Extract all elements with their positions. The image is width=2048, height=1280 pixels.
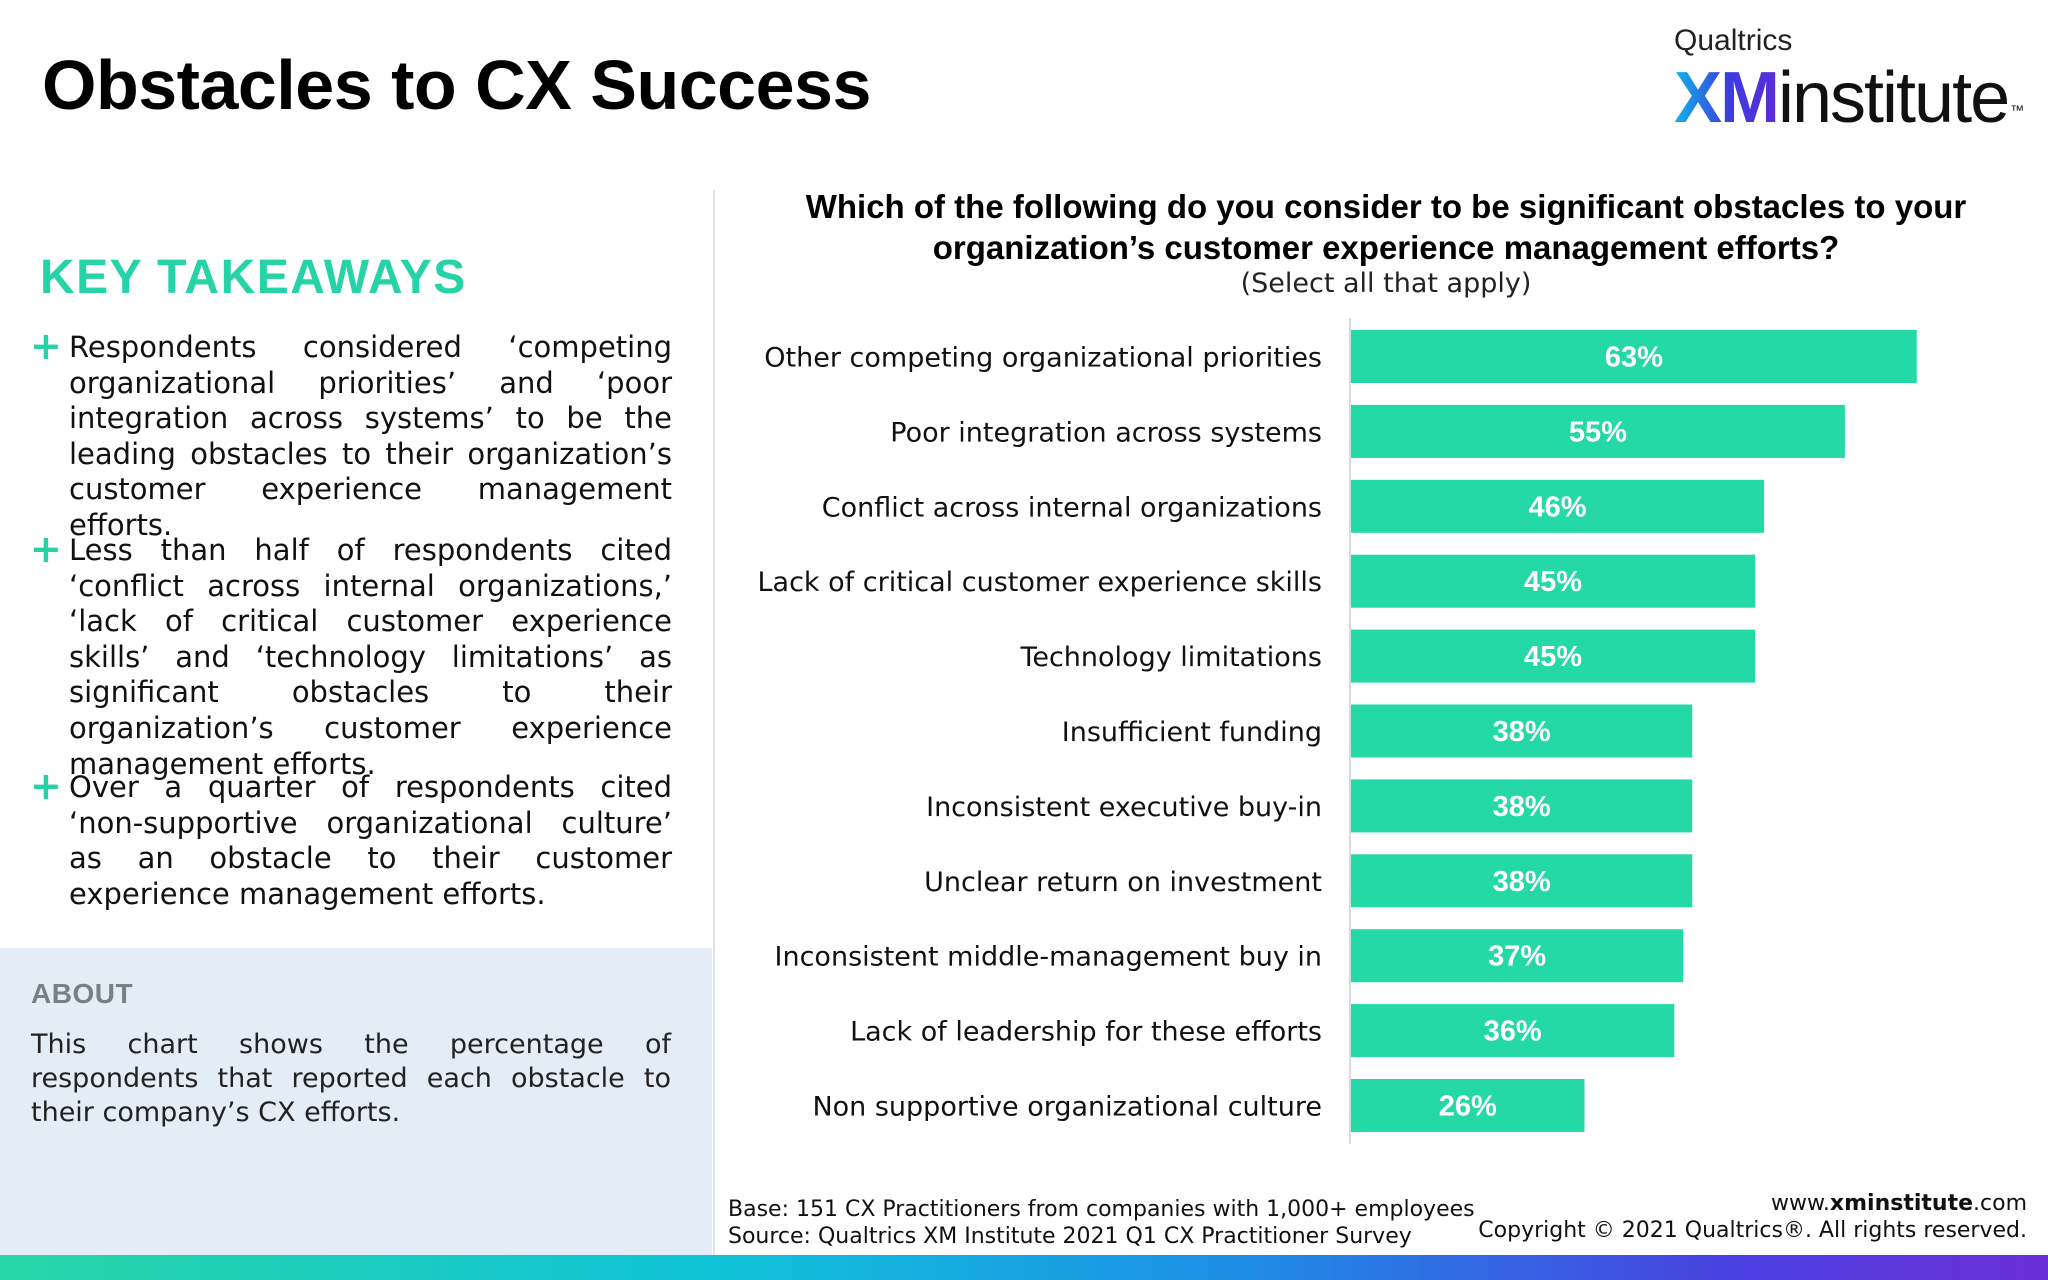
base-note: Base: 151 CX Practitioners from companie…: [728, 1197, 1475, 1222]
category-label: Lack of leadership for these efforts: [850, 1017, 1322, 1048]
bar: [1351, 854, 1693, 908]
category-label: Lack of critical customer experience ski…: [758, 567, 1323, 598]
data-label: 55%: [1569, 416, 1627, 448]
bar-row: Unclear return on investment 38%: [924, 854, 1693, 908]
about-title: ABOUT: [31, 978, 134, 1009]
key-takeaways-heading: KEY TAKEAWAYS: [40, 251, 467, 304]
logo-xm-text: XM: [1674, 58, 1780, 138]
logo-wordmark: XMinstitute ™: [1674, 58, 2024, 138]
takeaway-text: Respondents considered ‘competing organi…: [69, 330, 672, 542]
category-label: Unclear return on investment: [924, 867, 1322, 898]
bar: [1351, 330, 1917, 383]
bar-row: Poor integration across systems 55%: [890, 404, 1845, 458]
takeaway-text: Less than half of respondents cited ‘con…: [69, 533, 672, 781]
bar-row: Technology limitations 45%: [1019, 629, 1756, 683]
logo-institute-text: institute: [1778, 58, 2010, 138]
about-box: ABOUT This chart shows the percentage of…: [0, 948, 712, 1255]
takeaway-text: Over a quarter of respondents cited ‘non…: [69, 770, 672, 911]
copyright-text: Copyright © 2021 Qualtrics®. All rights …: [1478, 1218, 2027, 1243]
website-prefix: www.: [1770, 1191, 1830, 1216]
category-label: Inconsistent middle-management buy in: [775, 942, 1322, 973]
obstacles-bar-chart: Other competing organizational prioritie…: [758, 318, 1917, 1144]
bar-row: Lack of leadership for these efforts 36%: [850, 1004, 1675, 1058]
bar: [1351, 704, 1693, 758]
chart-question-subtitle: (Select all that apply): [1240, 268, 1532, 299]
website-name: xminstitute: [1829, 1191, 1974, 1216]
plus-icon: +: [30, 324, 62, 368]
bar: [1351, 629, 1756, 683]
bar-row: Inconsistent executive buy-in 38%: [926, 779, 1693, 833]
bar: [1351, 929, 1684, 983]
data-label: 46%: [1529, 491, 1587, 523]
plus-icon: +: [30, 527, 62, 571]
logo-trademark: ™: [2010, 102, 2024, 118]
chart-footnote: Base: 151 CX Practitioners from companie…: [728, 1196, 1475, 1250]
category-label: Technology limitations: [1019, 642, 1322, 673]
about-text: This chart shows the percentage of respo…: [31, 1029, 671, 1128]
website-suffix: .com: [1973, 1191, 2027, 1216]
logo-brand-text: Qualtrics: [1674, 24, 1793, 57]
category-label: Other competing organizational prioritie…: [764, 343, 1322, 374]
category-label: Insufficient funding: [1062, 717, 1322, 748]
website-link[interactable]: www.xminstitute.com: [1478, 1190, 2027, 1217]
data-label: 38%: [1493, 791, 1551, 823]
bar-row: Conflict across internal organizations 46…: [822, 479, 1765, 533]
category-label: Conflict across internal organizations: [822, 492, 1322, 523]
data-label: 36%: [1484, 1016, 1542, 1048]
data-label: 37%: [1488, 941, 1546, 973]
data-label: 38%: [1493, 716, 1551, 748]
category-label: Poor integration across systems: [890, 417, 1322, 448]
copyright-block: www.xminstitute.com Copyright © 2021 Qua…: [1478, 1190, 2027, 1244]
gradient-footer-bar: [0, 1255, 2048, 1280]
data-label: 45%: [1524, 566, 1582, 598]
bar-row: Insufficient funding 38%: [1062, 704, 1693, 758]
bar: [1351, 554, 1756, 608]
data-label: 63%: [1605, 342, 1663, 374]
bar: [1351, 404, 1845, 458]
page-title: Obstacles to CX Success: [42, 46, 871, 124]
panel-divider: [713, 190, 715, 1255]
data-label: 38%: [1493, 866, 1551, 898]
bar-row: Non supportive organizational culture 26%: [812, 1079, 1585, 1132]
plus-icon: +: [30, 764, 62, 808]
bar: [1351, 779, 1693, 833]
category-label: Inconsistent executive buy-in: [926, 792, 1322, 823]
bar-row: Lack of critical customer experience ski…: [758, 554, 1756, 608]
chart-question-title: Which of the following do you consider t…: [805, 188, 1967, 266]
data-label: 45%: [1524, 641, 1582, 673]
xm-institute-logo: Qualtrics XMinstitute ™: [1674, 24, 2024, 138]
data-label: 26%: [1439, 1091, 1497, 1123]
bar-row: Other competing organizational prioritie…: [764, 330, 1917, 383]
bar: [1351, 1079, 1585, 1132]
bar: [1351, 479, 1765, 533]
bar-row: Inconsistent middle-management buy in 37%: [775, 929, 1684, 983]
bar: [1351, 1004, 1675, 1058]
source-note: Source: Qualtrics XM Institute 2021 Q1 C…: [728, 1224, 1412, 1249]
category-label: Non supportive organizational culture: [812, 1092, 1322, 1123]
